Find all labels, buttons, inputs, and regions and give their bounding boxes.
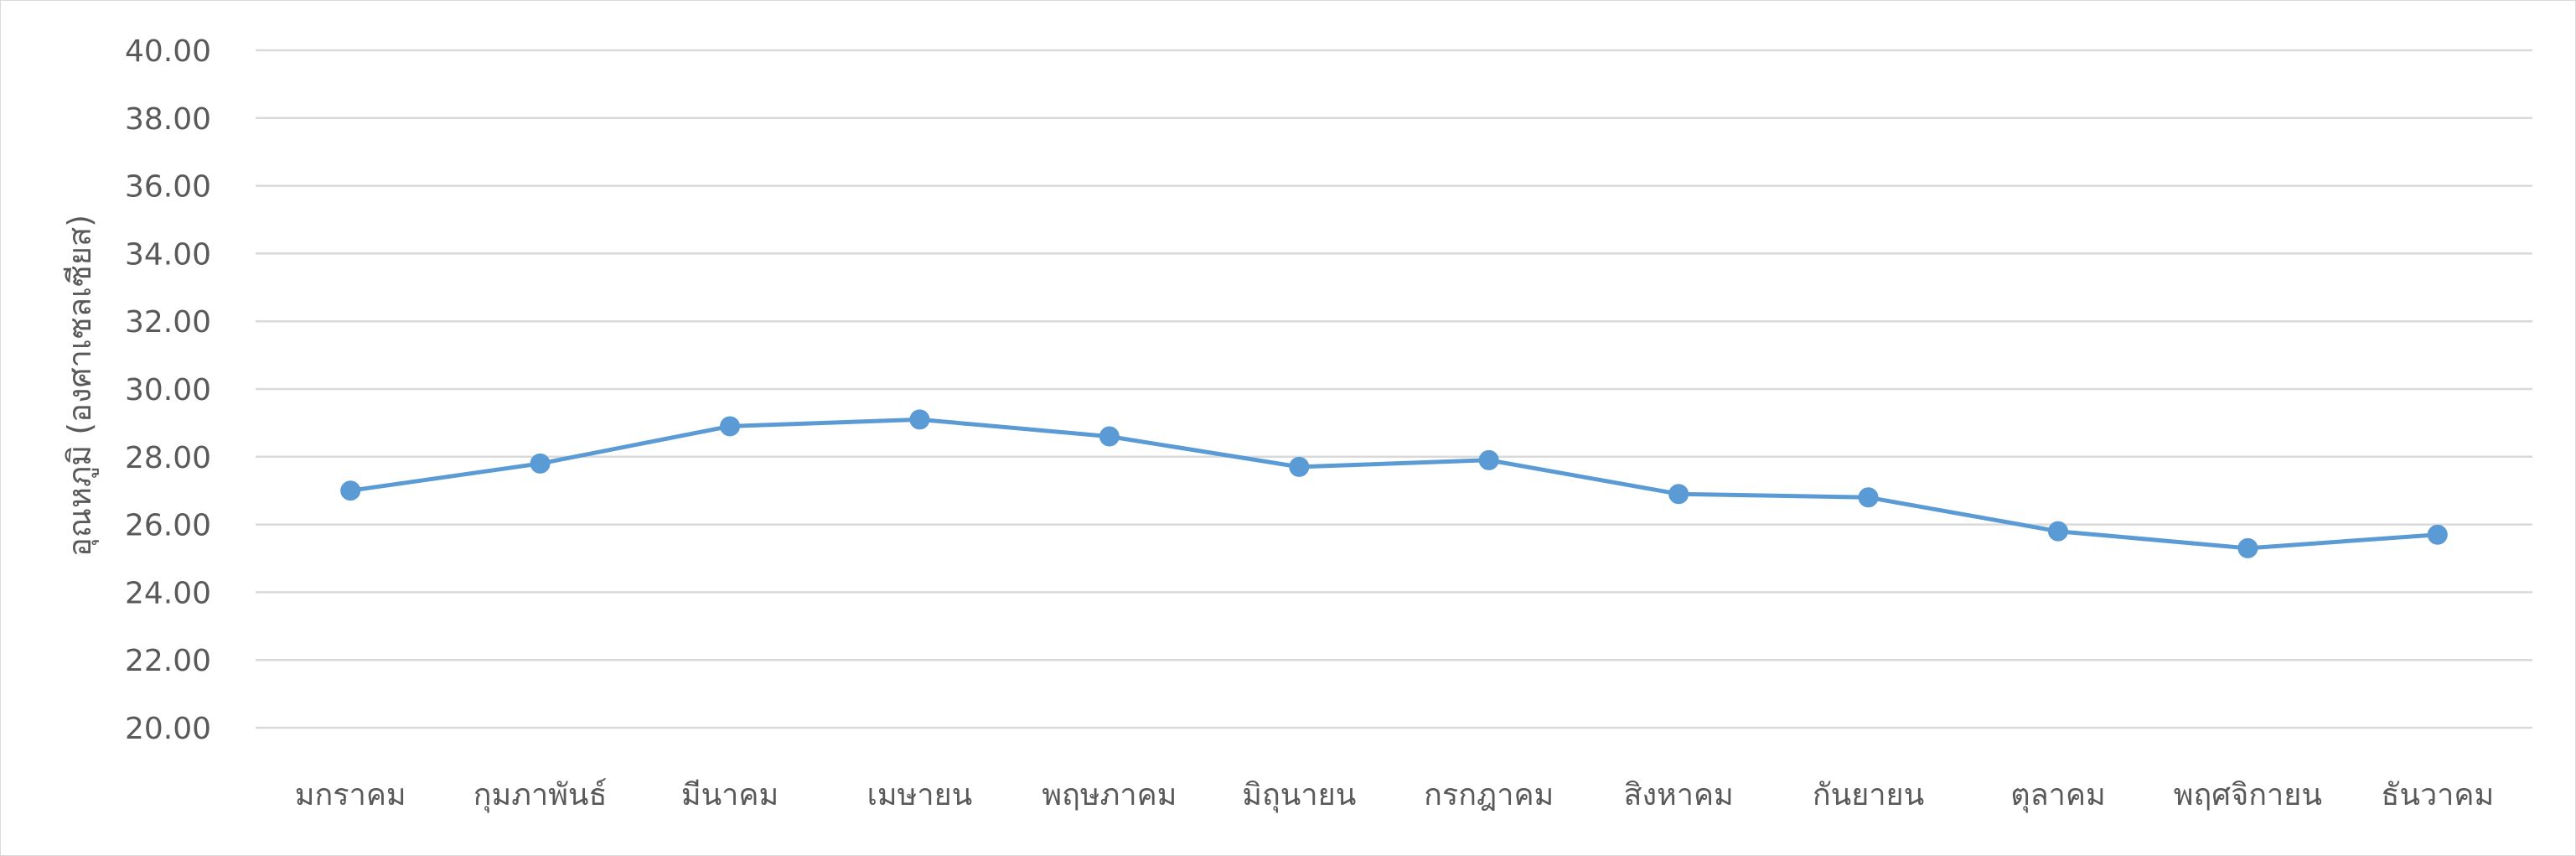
y-tick-label: 24.00 xyxy=(125,576,211,610)
y-tick-label: 26.00 xyxy=(125,509,211,543)
y-axis-tick-labels: 40.00 38.00 36.00 34.00 32.00 30.00 28.00 26.00… xyxy=(125,34,211,746)
x-tick-label: มกราคม xyxy=(295,778,406,812)
y-tick-label: 28.00 xyxy=(125,441,211,475)
y-tick-label: 34.00 xyxy=(125,237,211,272)
series-layer xyxy=(340,409,2448,558)
x-tick-label: กรกฎาคม xyxy=(1424,778,1554,812)
data-point xyxy=(1668,484,1689,505)
x-tick-label: กันยายน xyxy=(1813,778,1924,812)
data-point xyxy=(720,416,741,437)
x-tick-label: กุมภาพันธ์ xyxy=(473,778,608,813)
y-tick-label: 32.00 xyxy=(125,305,211,340)
data-point xyxy=(1478,449,1499,470)
y-tick-label: 20.00 xyxy=(125,712,211,746)
data-point xyxy=(1099,426,1120,447)
data-point xyxy=(909,409,930,430)
data-point xyxy=(2047,521,2068,542)
series-line xyxy=(348,417,2440,551)
x-axis-tick-labels: มกราคม กุมภาพันธ์ มีนาคม เมษายน พฤษภาคม มิถุน… xyxy=(295,778,2494,813)
y-tick-label: 36.00 xyxy=(125,170,211,205)
data-point xyxy=(2427,524,2448,545)
x-tick-label: มีนาคม xyxy=(681,778,778,812)
data-point xyxy=(1858,487,1879,508)
y-tick-label: 22.00 xyxy=(125,644,211,678)
data-point xyxy=(530,453,551,474)
x-tick-label: สิงหาคม xyxy=(1623,778,1733,812)
x-tick-label: เมษายน xyxy=(867,778,973,812)
y-tick-label: 38.00 xyxy=(125,102,211,137)
x-tick-label: มิถุนายน xyxy=(1242,778,1356,813)
gridlines xyxy=(256,49,2532,729)
x-tick-label: พฤษภาคม xyxy=(1042,778,1177,812)
y-tick-label: 30.00 xyxy=(125,373,211,407)
y-axis-title: อุณหภูมิ (องศาเซลเซียส) xyxy=(61,215,99,557)
x-tick-label: ธันวาคม xyxy=(2381,778,2494,812)
data-point xyxy=(340,480,361,501)
x-tick-label: ตุลาคม xyxy=(2010,778,2105,813)
data-point xyxy=(2237,537,2258,558)
y-tick-label: 40.00 xyxy=(125,34,211,69)
x-tick-label: พฤศจิกายน xyxy=(2174,778,2322,812)
data-point xyxy=(1289,456,1310,477)
